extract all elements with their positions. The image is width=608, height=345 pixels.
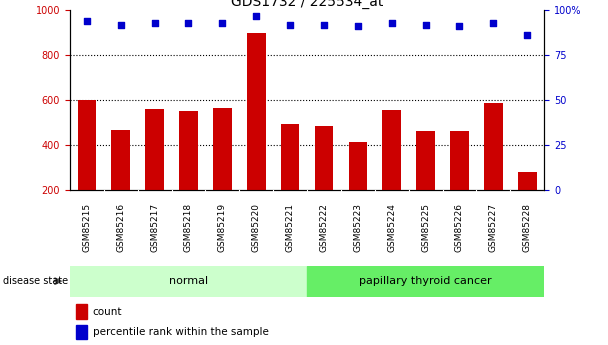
Title: GDS1732 / 225534_at: GDS1732 / 225534_at bbox=[231, 0, 383, 9]
Bar bbox=[76, 304, 86, 319]
Bar bbox=[145, 109, 164, 190]
Bar bbox=[76, 325, 86, 339]
Point bbox=[319, 22, 329, 28]
Text: disease state: disease state bbox=[3, 276, 68, 286]
Point bbox=[251, 13, 261, 19]
Bar bbox=[348, 141, 367, 190]
Text: GSM85217: GSM85217 bbox=[150, 203, 159, 252]
Text: GSM85215: GSM85215 bbox=[82, 203, 91, 252]
Text: GSM85216: GSM85216 bbox=[116, 203, 125, 252]
Text: GSM85220: GSM85220 bbox=[252, 203, 261, 252]
Text: normal: normal bbox=[169, 276, 208, 286]
Bar bbox=[382, 110, 401, 190]
Text: GSM85227: GSM85227 bbox=[489, 203, 498, 252]
Text: GSM85222: GSM85222 bbox=[319, 203, 328, 252]
Bar bbox=[78, 100, 96, 190]
Point bbox=[488, 20, 498, 26]
Point bbox=[353, 24, 363, 29]
Point bbox=[421, 22, 430, 28]
Point bbox=[387, 20, 396, 26]
Bar bbox=[416, 131, 435, 190]
Bar bbox=[518, 172, 536, 190]
Text: GSM85218: GSM85218 bbox=[184, 203, 193, 252]
Point bbox=[285, 22, 295, 28]
Bar bbox=[450, 131, 469, 190]
Bar bbox=[213, 108, 232, 190]
Text: GSM85224: GSM85224 bbox=[387, 203, 396, 252]
Text: count: count bbox=[92, 307, 122, 317]
Bar bbox=[247, 33, 266, 190]
Text: GSM85228: GSM85228 bbox=[523, 203, 532, 252]
Bar bbox=[484, 103, 503, 190]
Text: GSM85219: GSM85219 bbox=[218, 203, 227, 252]
Point bbox=[82, 18, 92, 24]
Bar bbox=[179, 111, 198, 190]
Point bbox=[455, 24, 465, 29]
Bar bbox=[111, 130, 130, 190]
Point bbox=[218, 20, 227, 26]
Text: papillary thyroid cancer: papillary thyroid cancer bbox=[359, 276, 492, 286]
Point bbox=[522, 33, 532, 38]
Point bbox=[184, 20, 193, 26]
Text: GSM85226: GSM85226 bbox=[455, 203, 464, 252]
Bar bbox=[70, 266, 307, 297]
Bar bbox=[307, 266, 544, 297]
Point bbox=[116, 22, 126, 28]
Text: GSM85223: GSM85223 bbox=[353, 203, 362, 252]
Point bbox=[150, 20, 159, 26]
Text: GSM85221: GSM85221 bbox=[286, 203, 295, 252]
Bar bbox=[281, 124, 299, 190]
Bar bbox=[315, 126, 333, 190]
Text: GSM85225: GSM85225 bbox=[421, 203, 430, 252]
Text: percentile rank within the sample: percentile rank within the sample bbox=[92, 327, 269, 337]
